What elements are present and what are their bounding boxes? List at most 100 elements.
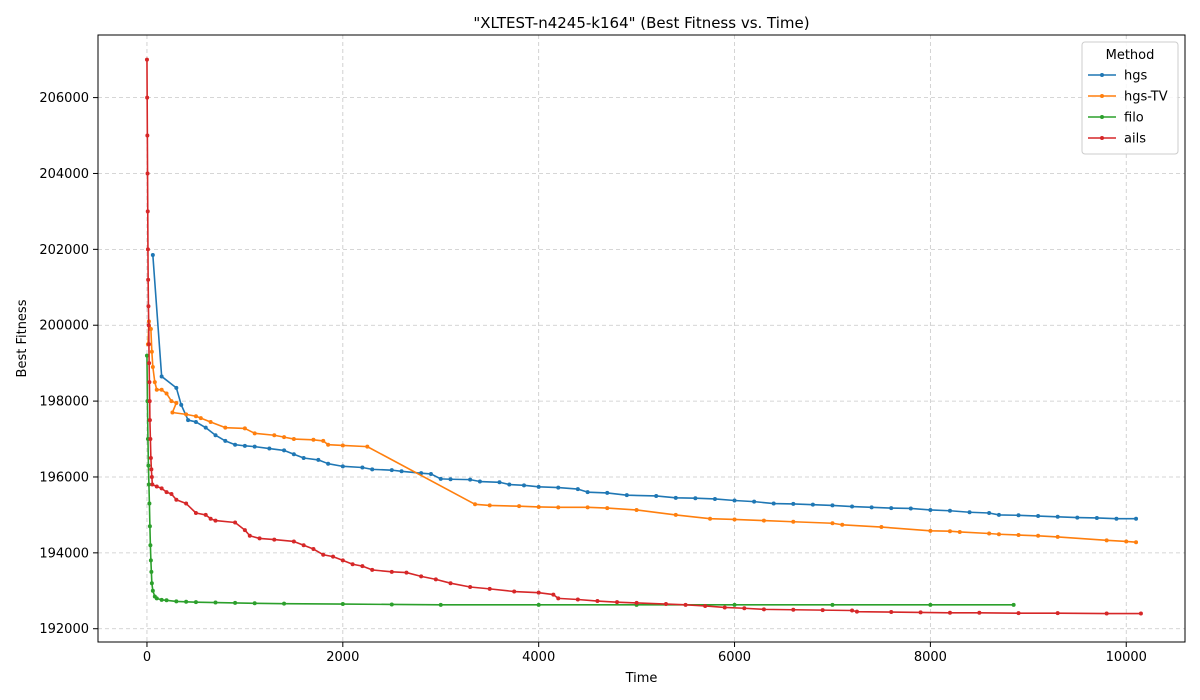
data-point	[150, 253, 155, 258]
data-point	[150, 364, 155, 369]
data-point	[146, 342, 151, 347]
x-tick-label: 8000	[914, 650, 947, 665]
data-point	[556, 505, 561, 510]
data-point	[708, 516, 713, 521]
data-point	[193, 414, 198, 419]
y-tick-label: 192000	[39, 622, 89, 637]
data-point	[159, 597, 164, 602]
data-point	[316, 457, 321, 462]
data-point	[996, 512, 1001, 517]
data-point	[742, 606, 747, 611]
legend-item-hgs: hgs	[1088, 69, 1147, 84]
data-point	[928, 528, 933, 533]
data-point	[170, 410, 175, 415]
data-point	[517, 504, 522, 509]
data-point	[1104, 611, 1109, 616]
data-point	[468, 477, 473, 482]
legend-box	[1081, 41, 1179, 155]
data-point	[1134, 516, 1139, 521]
data-point	[169, 399, 174, 404]
data-point	[233, 600, 238, 605]
data-point	[247, 533, 252, 538]
data-point	[761, 518, 766, 523]
data-point	[331, 554, 336, 559]
data-point	[145, 209, 150, 214]
data-point	[575, 487, 580, 492]
x-tick-label: 4000	[522, 650, 555, 665]
data-point	[448, 581, 453, 586]
data-point	[340, 443, 345, 448]
data-point	[693, 496, 698, 501]
legend-marker	[1100, 136, 1104, 140]
data-point	[389, 602, 394, 607]
data-point	[340, 464, 345, 469]
data-point	[282, 601, 287, 606]
data-point	[146, 323, 151, 328]
x-axis-label: Time	[625, 671, 658, 686]
plot-area	[98, 35, 1185, 642]
data-point	[159, 486, 164, 491]
series-layer	[144, 57, 1143, 616]
data-point	[703, 603, 708, 608]
data-point	[497, 480, 502, 485]
data-point	[370, 467, 375, 472]
data-point	[521, 483, 526, 488]
data-point	[233, 520, 238, 525]
y-axis-label: Best Fitness	[15, 299, 30, 377]
series-ails	[144, 57, 1143, 616]
data-point	[830, 503, 835, 508]
series-filo	[144, 353, 1016, 607]
data-point	[148, 437, 153, 442]
x-tick-label: 10000	[1106, 650, 1147, 665]
data-point	[419, 574, 424, 579]
data-point	[869, 505, 874, 510]
data-point	[1114, 516, 1119, 521]
data-point	[159, 387, 164, 392]
data-point	[771, 501, 776, 506]
data-point	[468, 584, 473, 589]
data-point	[722, 605, 727, 610]
data-point	[1016, 611, 1021, 616]
data-point	[326, 461, 331, 466]
data-point	[360, 564, 365, 569]
data-point	[147, 380, 152, 385]
data-point	[193, 419, 198, 424]
x-tick-label: 0	[143, 650, 151, 665]
y-tick-label: 202000	[39, 243, 89, 258]
data-point	[145, 171, 150, 176]
data-point	[947, 610, 952, 615]
data-point	[164, 391, 169, 396]
series-line-ails	[146, 59, 1141, 615]
series-line-filo	[146, 355, 1014, 606]
data-point	[673, 512, 678, 517]
data-point	[146, 482, 151, 487]
data-point	[389, 468, 394, 473]
data-point	[257, 536, 262, 541]
data-point	[1036, 533, 1041, 538]
data-point	[164, 490, 169, 495]
y-tick-label: 196000	[39, 470, 89, 485]
data-point	[360, 465, 365, 470]
x-axis: 0 2000 4000 6000 8000 10000	[143, 642, 1147, 665]
data-point	[149, 474, 154, 479]
data-point	[820, 608, 825, 613]
data-point	[326, 442, 331, 447]
data-point	[399, 469, 404, 474]
data-point	[634, 507, 639, 512]
y-tick-label: 204000	[39, 167, 89, 182]
data-point	[595, 599, 600, 604]
data-point	[252, 444, 257, 449]
data-point	[149, 581, 154, 586]
data-point	[487, 503, 492, 508]
data-point	[850, 608, 855, 613]
x-tick-label: 6000	[718, 650, 751, 665]
series-hgs	[150, 253, 1139, 521]
data-point	[712, 496, 717, 501]
data-point	[634, 600, 639, 605]
data-point	[184, 501, 189, 506]
data-point	[507, 482, 512, 487]
data-point	[282, 435, 287, 440]
legend-item-ails: ails	[1088, 132, 1146, 147]
data-point	[233, 442, 238, 447]
data-point	[732, 517, 737, 522]
